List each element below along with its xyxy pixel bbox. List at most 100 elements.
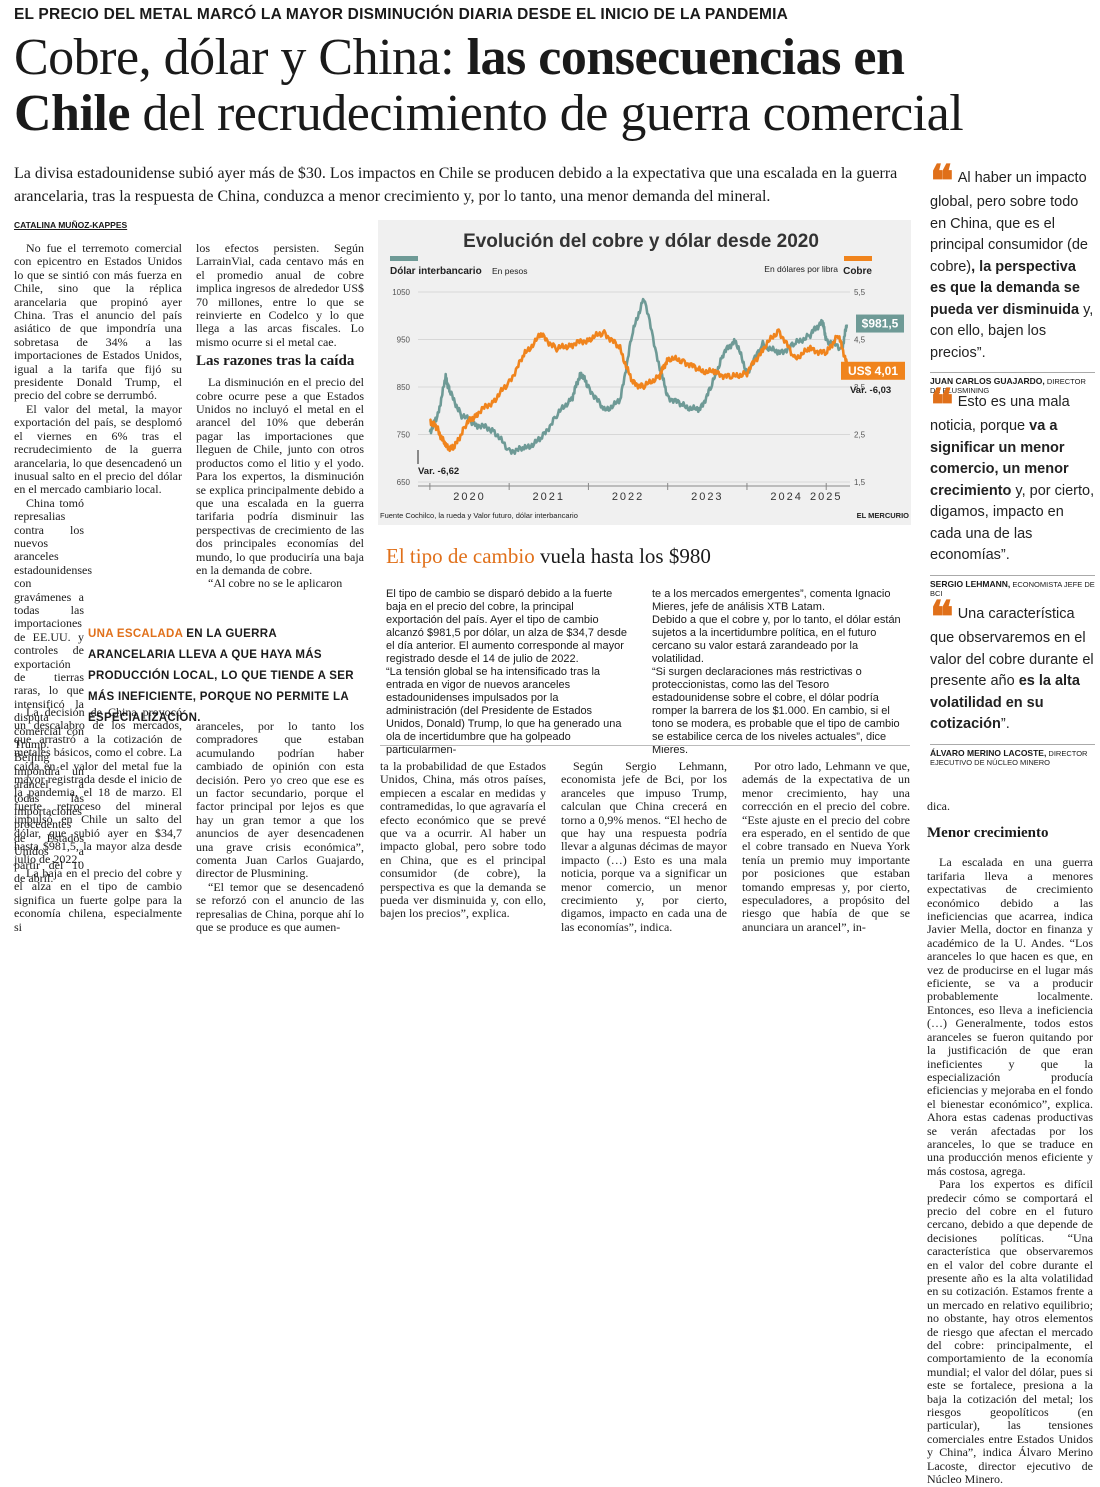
headline: Cobre, dólar y China: las consecuencias … xyxy=(14,30,1089,142)
col2-p2: La disminución en el precio del cobre oc… xyxy=(196,375,364,577)
series-line-cobre xyxy=(429,328,849,453)
chart-lines xyxy=(428,297,849,455)
right-tick-label: 2,5 xyxy=(854,431,866,440)
box2-title: El tipo de cambio vuela hasta los $980 xyxy=(386,544,711,569)
series-line-dolar xyxy=(428,297,849,455)
quote-1-name: JUAN CARLOS GUAJARDO, xyxy=(930,376,1045,386)
kicker: EL PRECIO DEL METAL MARCÓ LA MAYOR DISMI… xyxy=(14,6,789,23)
quote-3-role: DIRECTOR EJECUTIVO DE NÚCLEO MINERO xyxy=(930,748,1088,767)
box2-c2b: Debido a que el cobre y, por lo tanto, e… xyxy=(652,614,901,665)
chart-credit: EL MERCURIO xyxy=(857,511,910,520)
pull-quote-highlight: UNA ESCALADA xyxy=(88,628,183,640)
col1-p2: El valor del metal, la mayor exportación… xyxy=(14,401,182,497)
quote-1-attribution: JUAN CARLOS GUAJARDO, DIRECTOR DE PLUSMI… xyxy=(930,372,1095,395)
subhead-menor-crecimiento: Menor crecimiento xyxy=(927,825,1049,842)
chart-source: Fuente Cochilco, la rueda y Valor futuro… xyxy=(380,511,578,520)
dolar-var-label: Var. -6,62 xyxy=(418,466,459,477)
col3-text: ta la probabilidad de que Estados Unidos… xyxy=(380,759,546,921)
quote-2-c: y, por cierto, digamos, impacto en cada … xyxy=(930,482,1095,564)
box2-col1: El tipo de cambio se disparó debido a la… xyxy=(386,588,631,757)
chart-grid xyxy=(418,291,850,490)
right-axis-unit: En dólares por libra xyxy=(764,264,838,274)
x-tick-label: 2025 xyxy=(810,491,842,503)
box2-c1b: “La tensión global se ha intensificado t… xyxy=(386,666,622,756)
col1-p5: La baja en el precio del cobre y el alza… xyxy=(14,865,182,934)
x-tick-label: 2020 xyxy=(453,491,485,503)
column-1: No fue el terremoto comercial con epicen… xyxy=(14,241,182,886)
col6-p1: La escalada en una guerra tarifaria llev… xyxy=(927,855,1093,1178)
col2-p3: “Al cobre no se le aplicaron xyxy=(208,576,343,591)
headline-part1: Cobre, dólar y China: xyxy=(14,29,467,86)
box2-bottom-rule xyxy=(380,745,910,746)
left-tick-label: 650 xyxy=(397,478,411,487)
column-1-lower: La decisión de China provocó un descalab… xyxy=(14,705,182,934)
col4-text: Según Sergio Lehmann, economista jefe de… xyxy=(561,759,727,934)
right-tick-label: 1,5 xyxy=(854,478,866,487)
quote-1-a: Al haber un impacto global, pero sobre t… xyxy=(930,170,1088,275)
column-5: Por otro lado, Lehmann ve que, además de… xyxy=(742,759,910,934)
chart-box: Evolución del cobre y dólar desde 2020 D… xyxy=(378,220,911,525)
x-tick-label: 2021 xyxy=(533,491,565,503)
legend-label-cobre: Cobre xyxy=(843,266,872,277)
column-3: ta la probabilidad de que Estados Unidos… xyxy=(380,759,546,921)
legend-swatch-cobre xyxy=(844,256,872,261)
column-2-lower: aranceles, por lo tanto los compradores … xyxy=(196,719,364,935)
col1-p3: China tomó represalias contra los nuevos… xyxy=(14,495,92,886)
quote-3-text: ❝ Una característica que observaremos en … xyxy=(930,596,1095,736)
quote-2: ❝ Esto es una mala noticia, porque va a s… xyxy=(930,384,1095,598)
chart-ticks: 650 1,5 750 2,5 850 3,5 950 4,5 1050 5,5 2020 2021 2… xyxy=(392,288,865,503)
x-tick-label: 2022 xyxy=(612,491,644,503)
dolar-last-badge xyxy=(856,314,904,333)
quote-2-name: SERGIO LEHMANN, xyxy=(930,578,1011,589)
pull-quote-text: EN LA GUERRA ARANCELARIA LLEVA A QUE HAY… xyxy=(88,628,354,724)
quote-3-a: Una característica que observaremos en e… xyxy=(930,606,1094,689)
quote-3-attribution: ÁLVARO MERINO LACOSTE, DIRECTOR EJECUTIV… xyxy=(930,743,1095,767)
col2-p5: “El temor que se desencadenó se reforzó … xyxy=(196,879,364,935)
headline-part2: las consecuencias en xyxy=(466,29,905,86)
right-tick-label: 3,5 xyxy=(854,383,866,392)
col6-p2: Para los expertos es difícil predecir có… xyxy=(927,1177,1093,1487)
dolar-last-label: $981,5 xyxy=(862,317,899,331)
quote-1-c: y, con ello, bajen los precios”. xyxy=(930,301,1094,361)
col1-p1: No fue el terremoto comercial con epicen… xyxy=(14,241,182,403)
quote-2-attribution: SERGIO LEHMANN, ECONOMISTA JEFE DE BCI xyxy=(930,574,1095,598)
column-2: los efectos persisten. Según LarrainVial… xyxy=(196,241,364,591)
byline: CATALINA MUÑOZ-KAPPES xyxy=(14,220,128,230)
bajada: La divisa estadounidense subió ayer más … xyxy=(14,165,898,205)
col5-text: Por otro lado, Lehmann ve que, además de… xyxy=(742,759,910,934)
box2-c2c: “Si surgen declaraciones más restrictiva… xyxy=(652,666,900,756)
headline-part3: Chile xyxy=(14,85,130,142)
box2-c2: te a los mercados emergentes”, comenta I… xyxy=(652,588,891,613)
box2-c1: El tipo de cambio se disparó debido a la… xyxy=(386,588,627,665)
left-tick-label: 1050 xyxy=(392,288,410,297)
quote-2-b: va a significar un menor comercio, un me… xyxy=(930,418,1069,499)
quote-3: ❝ Una característica que observaremos en … xyxy=(930,596,1095,767)
quote-3-name: ÁLVARO MERINO LACOSTE, xyxy=(930,747,1047,758)
left-axis-unit: En pesos xyxy=(492,266,527,276)
quote-1: ❝ Al haber un impacto global, pero sobre … xyxy=(930,160,1095,395)
box2-col2: te a los mercados emergentes”, comenta I… xyxy=(652,588,902,757)
quote-1-b: , la perspectiva es que la demanda se pu… xyxy=(930,258,1080,318)
cobre-var-label: Var. -6,03 xyxy=(850,385,891,396)
chart-svg: Evolución del cobre y dólar desde 2020 D… xyxy=(380,231,910,520)
quote-2-text: ❝ Esto es una mala noticia, porque va a s… xyxy=(930,384,1095,567)
x-tick-label: 2023 xyxy=(691,491,723,503)
legend-label-dolar: Dólar interbancario xyxy=(390,266,482,277)
quote-2-a: Esto es una mala noticia, porque xyxy=(930,394,1070,434)
col1-p4: La decisión de China provocó un descalab… xyxy=(14,705,182,867)
cobre-last-badge xyxy=(841,361,905,380)
cobre-last-label: US$ 4,01 xyxy=(848,364,898,378)
chart-title: Evolución del cobre y dólar desde 2020 xyxy=(463,231,819,252)
left-tick-label: 950 xyxy=(397,336,411,345)
right-tick-label: 5,5 xyxy=(854,288,866,297)
subhead-razones: Las razones tras la caída xyxy=(196,353,355,370)
column-6: dica. Menor crecimiento La escalada en u… xyxy=(927,799,1093,1487)
col2-p1: los efectos persisten. Según LarrainVial… xyxy=(196,241,364,349)
col6-top: dica. xyxy=(927,799,950,813)
pull-quote: UNA ESCALADA EN LA GUERRA ARANCELARIA LL… xyxy=(88,624,360,729)
left-tick-label: 850 xyxy=(397,383,411,392)
left-tick-label: 750 xyxy=(397,431,411,440)
quote-2-role: ECONOMISTA JEFE DE BCI xyxy=(930,579,1095,598)
quote-1-text: ❝ Al haber un impacto global, pero sobre … xyxy=(930,160,1095,364)
box2-title-rest: vuela hasta los $980 xyxy=(534,544,711,568)
